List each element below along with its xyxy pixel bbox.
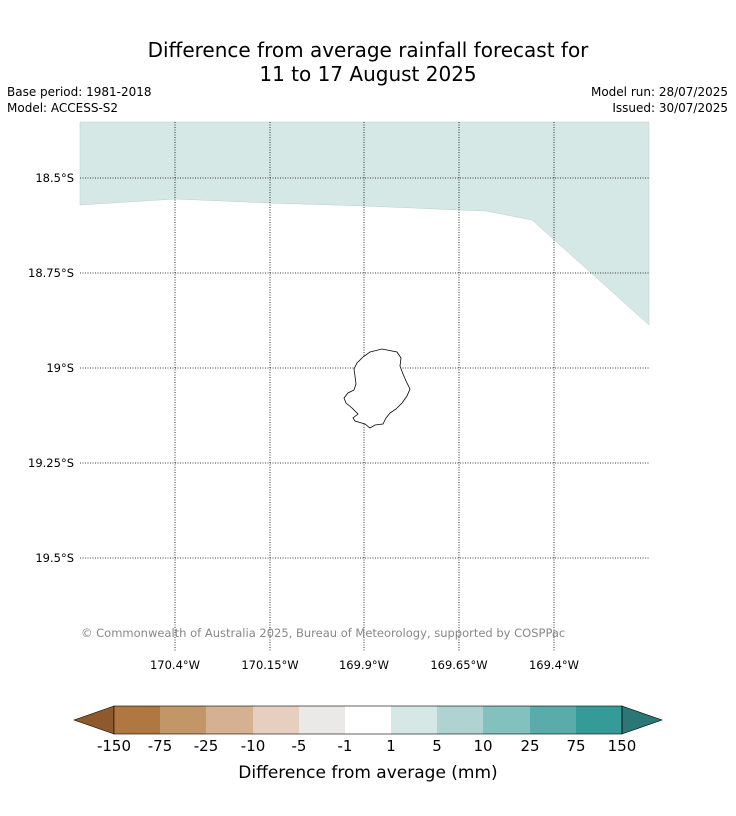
colorbar-segment xyxy=(391,706,437,734)
colorbar-tick-label: -5 xyxy=(292,737,307,755)
colorbar-tick-label: -10 xyxy=(241,737,266,755)
model-run: Model run: 28/07/2025 xyxy=(590,85,728,99)
colorbar-tick-label: 75 xyxy=(566,737,585,755)
colorbar-segment xyxy=(253,706,299,734)
colorbar-high-extend xyxy=(621,705,663,735)
colorbar-segment xyxy=(576,706,622,734)
model-name: Model: ACCESS-S2 xyxy=(7,101,119,115)
issued-date: Issued: 30/07/2025 xyxy=(612,101,728,115)
colorbar-segment xyxy=(206,706,253,734)
colorbar-tick-labels: -150 -75 -25 -10 -5 -1 1 5 10 25 75 150 xyxy=(97,737,636,755)
colorbar-segment xyxy=(160,706,206,734)
colorbar-segment xyxy=(299,706,345,734)
lon-labels: 170.4°W 170.15°W 169.9°W 169.65°W 169.4°… xyxy=(150,658,579,672)
title-line-2: 11 to 17 August 2025 xyxy=(259,62,477,86)
island-outline xyxy=(343,348,411,429)
colorbar-title: Difference from average (mm) xyxy=(238,763,497,783)
colorbar-tick-label: 10 xyxy=(473,737,492,755)
shaded-region xyxy=(79,121,650,326)
lat-label: 18.5°S xyxy=(35,171,74,185)
meta-right: Model run: 28/07/2025 Issued: 30/07/2025 xyxy=(591,84,728,116)
map-panel: 18.5°S 18.75°S 19°S 19.25°S 19.5°S 170.4… xyxy=(28,121,650,672)
colorbar-tick-label: -75 xyxy=(148,737,173,755)
colorbar-low-extend xyxy=(73,705,115,735)
lat-label: 19.25°S xyxy=(28,456,74,470)
lon-label: 169.4°W xyxy=(529,658,579,672)
title-line-1: Difference from average rainfall forecas… xyxy=(147,38,589,62)
colorbar-tick-label: -25 xyxy=(194,737,219,755)
lon-label: 170.4°W xyxy=(150,658,200,672)
colorbar-tick-label: 1 xyxy=(386,737,396,755)
colorbar-tick-label: -1 xyxy=(338,737,353,755)
map-title: Difference from average rainfall forecas… xyxy=(0,38,736,86)
lat-label: 19°S xyxy=(46,361,74,375)
colorbar-tick-label: 150 xyxy=(608,737,637,755)
colorbar-outline xyxy=(113,705,623,735)
colorbar-segment xyxy=(483,706,530,734)
lat-labels: 18.5°S 18.75°S 19°S 19.25°S 19.5°S xyxy=(28,171,74,565)
colorbar: -150 -75 -25 -10 -5 -1 1 5 10 25 75 150 … xyxy=(73,705,663,783)
colorbar-segment xyxy=(345,706,391,734)
colorbar-segment xyxy=(437,706,483,734)
colorbar-tick-label: 25 xyxy=(520,737,539,755)
base-period: Base period: 1981-2018 xyxy=(7,85,152,99)
lon-label: 169.65°W xyxy=(430,658,487,672)
lon-label: 169.9°W xyxy=(339,658,389,672)
meta-left: Base period: 1981-2018 Model: ACCESS-S2 xyxy=(7,84,152,116)
copyright-notice: © Commonwealth of Australia 2025, Bureau… xyxy=(81,626,565,640)
lat-label: 18.75°S xyxy=(28,266,74,280)
colorbar-segment xyxy=(114,706,160,734)
colorbar-segment xyxy=(530,706,576,734)
colorbar-tick-label: -150 xyxy=(97,737,131,755)
colorbar-tick-label: 5 xyxy=(432,737,442,755)
lon-label: 170.15°W xyxy=(241,658,298,672)
lat-label: 19.5°S xyxy=(35,551,74,565)
